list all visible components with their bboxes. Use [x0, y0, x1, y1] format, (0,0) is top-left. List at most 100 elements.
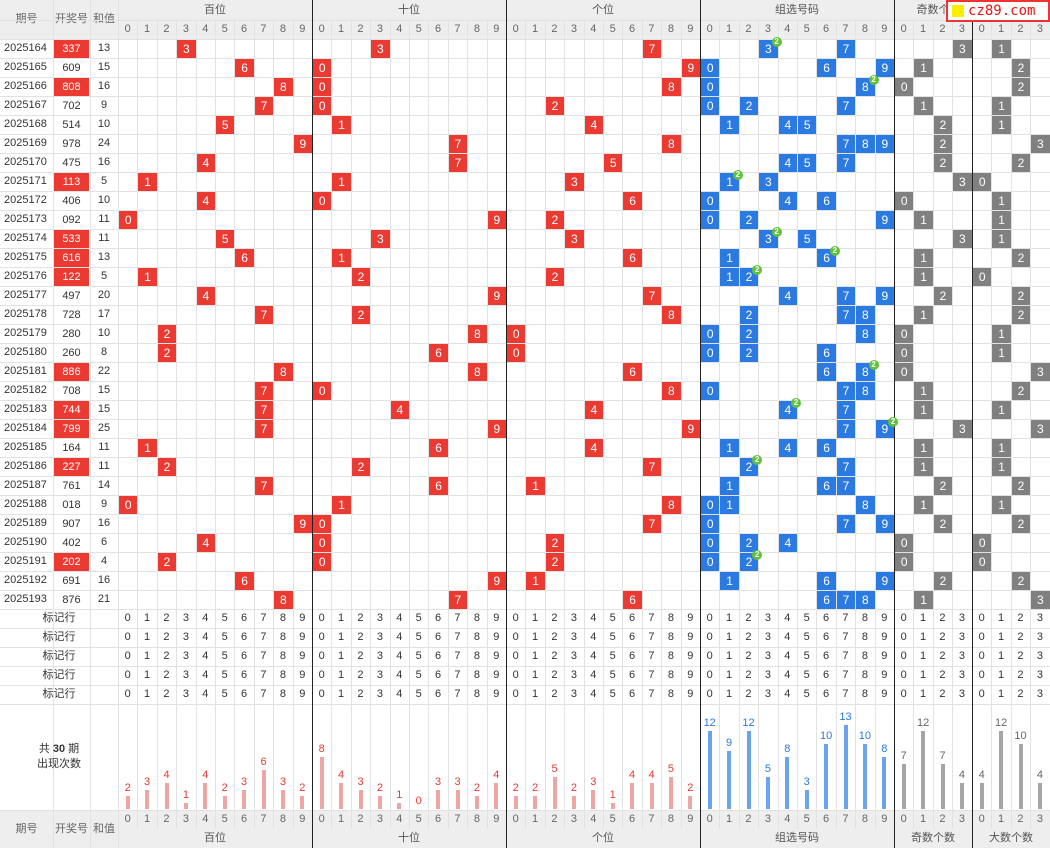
mark-cell[interactable]: 6 — [435, 612, 442, 624]
mark-cell[interactable]: 5 — [803, 612, 810, 624]
mark-cell[interactable]: 6 — [629, 631, 636, 643]
mark-cell[interactable]: 1 — [338, 669, 345, 681]
mark-cell[interactable]: 8 — [473, 631, 480, 643]
mark-cell[interactable]: 1 — [998, 669, 1005, 681]
mark-cell[interactable]: 6 — [435, 688, 442, 700]
mark-cell[interactable]: 3 — [182, 688, 189, 700]
mark-cell[interactable]: 8 — [667, 650, 674, 662]
mark-cell[interactable]: 7 — [842, 669, 849, 681]
mark-cell[interactable]: 0 — [706, 688, 713, 700]
mark-cell[interactable]: 0 — [900, 612, 907, 624]
mark-cell[interactable]: 8 — [861, 612, 868, 624]
mark-cell[interactable]: 8 — [861, 688, 868, 700]
mark-cell[interactable]: 3 — [570, 688, 577, 700]
mark-cell[interactable]: 1 — [726, 688, 733, 700]
mark-cell[interactable]: 9 — [299, 612, 306, 624]
mark-cell[interactable]: 1 — [920, 612, 927, 624]
mark-cell[interactable]: 3 — [376, 669, 383, 681]
mark-cell[interactable]: 2 — [939, 669, 946, 681]
mark-cell[interactable]: 6 — [629, 612, 636, 624]
mark-cell[interactable]: 3 — [1036, 631, 1043, 643]
mark-cell[interactable]: 1 — [920, 688, 927, 700]
mark-cell[interactable]: 4 — [590, 612, 597, 624]
mark-cell[interactable]: 4 — [396, 612, 403, 624]
mark-cell[interactable]: 6 — [823, 669, 830, 681]
mark-cell[interactable]: 5 — [803, 631, 810, 643]
mark-cell[interactable]: 9 — [493, 669, 500, 681]
mark-cell[interactable]: 0 — [900, 650, 907, 662]
mark-cell[interactable]: 0 — [512, 631, 519, 643]
mark-cell[interactable]: 3 — [182, 669, 189, 681]
mark-cell[interactable]: 0 — [512, 669, 519, 681]
mark-cell[interactable]: 1 — [532, 688, 539, 700]
mark-cell[interactable]: 5 — [221, 612, 228, 624]
mark-cell[interactable]: 4 — [396, 688, 403, 700]
mark-cell[interactable]: 3 — [376, 631, 383, 643]
mark-cell[interactable]: 4 — [590, 669, 597, 681]
mark-cell[interactable]: 7 — [454, 631, 461, 643]
mark-cell[interactable]: 0 — [512, 650, 519, 662]
mark-cell[interactable]: 3 — [570, 650, 577, 662]
mark-cell[interactable]: 6 — [823, 650, 830, 662]
mark-cell[interactable]: 4 — [590, 650, 597, 662]
mark-cell[interactable]: 7 — [260, 612, 267, 624]
mark-cell[interactable]: 4 — [590, 631, 597, 643]
mark-cell[interactable]: 2 — [163, 650, 170, 662]
mark-cell[interactable]: 1 — [144, 631, 151, 643]
mark-cell[interactable]: 6 — [629, 650, 636, 662]
mark-cell[interactable]: 2 — [357, 650, 364, 662]
mark-cell[interactable]: 1 — [726, 650, 733, 662]
mark-cell[interactable]: 2 — [551, 612, 558, 624]
mark-cell[interactable]: 3 — [376, 688, 383, 700]
mark-cell[interactable]: 2 — [1017, 650, 1024, 662]
mark-cell[interactable]: 3 — [182, 612, 189, 624]
mark-cell[interactable]: 7 — [842, 612, 849, 624]
mark-cell[interactable]: 0 — [318, 631, 325, 643]
mark-cell[interactable]: 1 — [920, 631, 927, 643]
mark-cell[interactable]: 7 — [648, 669, 655, 681]
mark-cell[interactable]: 8 — [861, 669, 868, 681]
mark-cell[interactable]: 1 — [338, 631, 345, 643]
mark-cell[interactable]: 1 — [532, 631, 539, 643]
mark-cell[interactable]: 3 — [958, 650, 965, 662]
mark-cell[interactable]: 6 — [435, 631, 442, 643]
mark-cell[interactable]: 2 — [357, 669, 364, 681]
mark-cell[interactable]: 9 — [881, 631, 888, 643]
mark-cell[interactable]: 0 — [124, 669, 131, 681]
mark-cell[interactable]: 8 — [667, 631, 674, 643]
mark-cell[interactable]: 8 — [861, 631, 868, 643]
mark-cell[interactable]: 1 — [338, 612, 345, 624]
mark-cell[interactable]: 2 — [939, 650, 946, 662]
mark-cell[interactable]: 5 — [415, 612, 422, 624]
mark-cell[interactable]: 1 — [920, 650, 927, 662]
mark-cell[interactable]: 3 — [1036, 612, 1043, 624]
mark-cell[interactable]: 3 — [764, 631, 771, 643]
mark-cell[interactable]: 8 — [667, 688, 674, 700]
mark-cell[interactable]: 1 — [726, 631, 733, 643]
mark-cell[interactable]: 8 — [667, 669, 674, 681]
mark-cell[interactable]: 6 — [823, 612, 830, 624]
mark-cell[interactable]: 5 — [415, 631, 422, 643]
mark-cell[interactable]: 8 — [473, 650, 480, 662]
mark-cell[interactable]: 9 — [881, 612, 888, 624]
mark-cell[interactable]: 0 — [512, 688, 519, 700]
mark-cell[interactable]: 5 — [803, 688, 810, 700]
mark-cell[interactable]: 3 — [958, 631, 965, 643]
mark-cell[interactable]: 8 — [861, 650, 868, 662]
mark-cell[interactable]: 3 — [958, 669, 965, 681]
mark-cell[interactable]: 0 — [124, 688, 131, 700]
mark-cell[interactable]: 5 — [221, 669, 228, 681]
mark-cell[interactable]: 5 — [609, 650, 616, 662]
mark-cell[interactable]: 6 — [823, 631, 830, 643]
mark-cell[interactable]: 4 — [784, 612, 791, 624]
mark-cell[interactable]: 7 — [648, 688, 655, 700]
mark-cell[interactable]: 0 — [706, 631, 713, 643]
mark-cell[interactable]: 2 — [357, 688, 364, 700]
mark-cell[interactable]: 7 — [454, 669, 461, 681]
mark-cell[interactable]: 3 — [376, 650, 383, 662]
mark-cell[interactable]: 3 — [376, 612, 383, 624]
mark-cell[interactable]: 0 — [124, 650, 131, 662]
mark-cell[interactable]: 5 — [609, 688, 616, 700]
mark-cell[interactable]: 7 — [842, 688, 849, 700]
mark-cell[interactable]: 7 — [260, 650, 267, 662]
